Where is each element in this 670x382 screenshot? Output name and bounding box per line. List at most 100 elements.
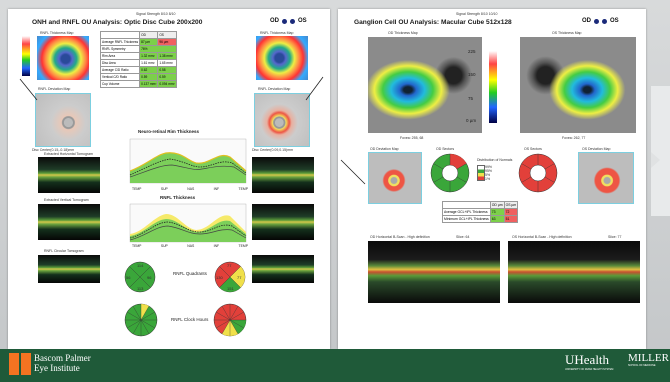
annotation-arrow-icon [19,78,38,101]
od-disc-center: Disc Center(0.15,-0.18)mm [32,148,75,152]
os-quadrant-nas: 130 [216,275,223,280]
os-bscan-label: OS Horizontal B-Scan - High definition [512,235,572,239]
clock-hours-label: RNFL Clock Hours [171,317,209,322]
gcl-os-dot-icon[interactable] [602,18,607,24]
rnfl-thickness-title: RNFL Thickness [160,195,196,200]
os-deviation-map-label: RNFL Deviation Map [258,87,291,91]
od-vertical-tomogram [38,204,100,240]
annotation-arrow-icon [340,159,366,185]
os-quadrant-sup: 77 [227,263,232,268]
rnfl-parameter-table: OD OS Average RNFL Thickness 87 µm 96 µm RN… [99,31,177,88]
legend-99: 99% [485,165,493,169]
rnfl-thickness-axis: TEMP SUP NAS INF TEMP [132,244,248,248]
onh-rnfl-report: Signal Strength 8/10 8/10 ONH and RNFL O… [8,9,330,349]
os-rnfl-thickness-map [256,36,308,80]
university-logo-icon [9,353,31,375]
os-dot-icon[interactable] [290,18,295,24]
od-deviation-map-label: RNFL Deviation Map [38,87,71,91]
os-circular-tomogram [252,255,314,283]
gcl-thickness-table: OD µm OS µm Average GCL+IPL Thickness 73 72… [442,201,519,223]
neuro-rim-chart [129,138,247,184]
od-horizontal-tomogram [38,157,100,193]
od-deviation-map [35,93,91,147]
os-gcl-deviation-label: OS Deviation Map [582,147,611,151]
legend-1: 1% [485,177,491,181]
os-fovea: Fovea: 262, 77 [562,136,586,140]
gcl-od-label: OD [582,18,591,24]
od-clock-hours-circle [124,303,158,337]
legend-5: 5% [485,173,491,177]
os-quadrant-inf: 151 [227,286,234,291]
od-fovea: Fovea: 255, 68 [400,136,424,140]
os-gcl-deviation-map [578,152,634,204]
os-disc-center: Disc Center(0.09,0.15)mm [252,148,294,152]
miller-logo: MILLER SCHOOL OF MEDICINE [628,352,669,367]
od-h-tomogram-label: Extracted Horizontal Tomogram [44,152,93,156]
os-gcl-thickness-map [520,37,636,133]
os-deviation-map [254,93,310,147]
normals-legend [477,165,485,181]
od-gcl-deviation-map [368,152,422,204]
od-slice: Slice: 64 [456,235,470,239]
gcl-color-scale [489,51,497,123]
signal-strength-gcl: Signal Strength 8/10 10/10 [456,12,498,16]
od-quadrant-temp: 56 [126,275,131,280]
gcl-report-title: Ganglion Cell OU Analysis: Macular Cube … [354,19,512,26]
legend-title: Distribution of Normals [477,158,513,162]
od-thickness-map-label: RNFL Thickness Map [40,31,74,35]
od-label: OD [270,18,279,24]
scale-225: 225 [468,49,476,54]
od-bscan-image [368,241,500,303]
gcl-od-dot-icon[interactable] [594,18,599,24]
next-slide-arrow-icon[interactable] [651,152,660,168]
od-quadrant-nas: 96 [147,275,152,280]
od-c-tomogram-label: RNFL Circular Tomogram [44,249,84,253]
od-sectors-chart [430,153,470,193]
od-color-scale [22,36,30,76]
os-gcl-thickness-label: OS Thickness Map [552,31,582,35]
os-bscan-image [508,241,640,303]
signal-strength: Signal Strength 8/10 8/10 [136,12,176,16]
od-gcl-deviation-label: OD Deviation Map [370,147,399,151]
uhealth-logo: UHealth UNIVERSITY OF MIAMI HEALTH SYSTE… [565,352,614,371]
scale-150: 150 [468,72,476,77]
footer-bar: Bascom Palmer Eye Institute UHealth UNIV… [0,349,670,382]
scale-75: 75 [468,96,474,101]
od-quadrant-circle [124,261,156,293]
od-quadrant-inf: 113 [137,286,144,291]
gcl-eye-selector[interactable]: OD OS [582,18,619,24]
od-bscan-label: OD Horizontal B-Scan - High definition [370,235,430,239]
os-quadrant-circle [214,261,246,293]
ganglion-cell-report: Signal Strength 8/10 10/10 Ganglion Cell… [338,9,646,349]
od-dot-icon[interactable] [282,18,287,24]
bascom-palmer-logo: Bascom Palmer Eye Institute [34,353,91,373]
neuro-rim-axis: TEMP SUP NAS INF TEMP [132,187,248,191]
od-gcl-thickness-label: OD Thickness Map [388,31,418,35]
os-label: OS [298,18,307,24]
side-tab [651,86,670,216]
os-slice: Slice: 77 [608,235,622,239]
os-clock-hours-circle [213,303,247,337]
legend-95: 95% [485,169,493,173]
od-v-tomogram-label: Extracted Vertical Tomogram [44,198,89,202]
os-sectors-chart [518,153,558,193]
eye-selector[interactable]: OD OS [270,18,307,24]
os-sectors-label: OS Sectors [524,147,542,151]
od-circular-tomogram [38,255,100,283]
annotation-arrow-icon [305,76,324,101]
neuro-rim-title: Neuro-retinal Rim Thickness [138,129,200,134]
os-vertical-tomogram [252,204,314,240]
os-thickness-map-label: RNFL Thickness Map [260,31,294,35]
scale-0: 0 µm [466,118,477,123]
od-gcl-thickness-map [368,37,482,133]
od-sectors-label: OD Sectors [436,147,455,151]
os-horizontal-tomogram [252,157,314,193]
gcl-os-label: OS [610,18,619,24]
rnfl-thickness-chart [129,203,247,243]
os-quadrant-temp: 77 [237,275,242,280]
od-rnfl-thickness-map [37,36,89,80]
od-quadrant-sup: 114 [137,263,144,268]
quadrants-label: RNFL Quadrants [173,271,207,276]
report-title: ONH and RNFL OU Analysis: Optic Disc Cub… [32,19,203,26]
